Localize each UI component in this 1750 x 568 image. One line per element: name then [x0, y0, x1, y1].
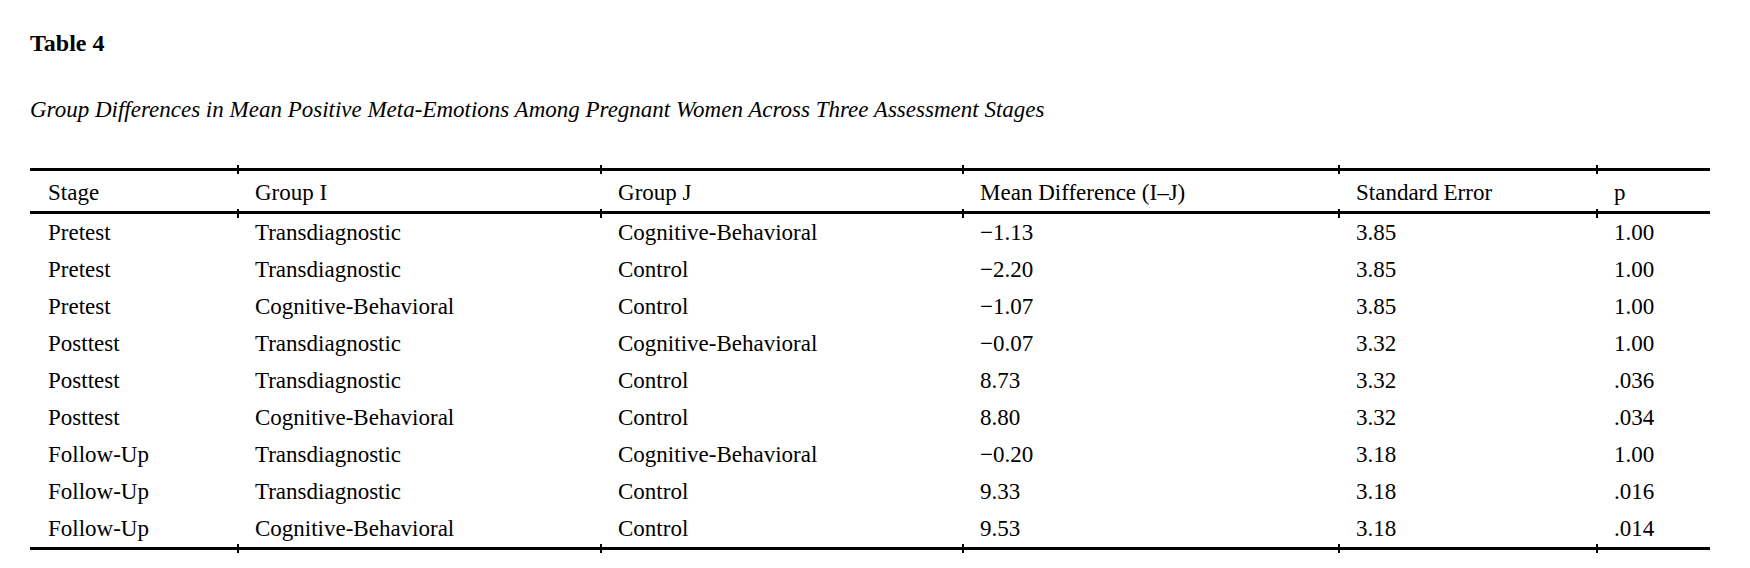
table-cell: 9.33 — [962, 473, 1338, 510]
column-header-group-i: Group I — [237, 170, 600, 213]
table-cell: Follow-Up — [30, 473, 237, 510]
table-cell: .014 — [1596, 510, 1710, 549]
table-row: Follow-UpTransdiagnosticCognitive-Behavi… — [30, 436, 1710, 473]
column-tick — [1596, 165, 1598, 174]
results-table: Stage Group I Group J Mean Difference (I… — [30, 168, 1710, 550]
table-cell: Transdiagnostic — [237, 436, 600, 473]
column-tick — [600, 165, 602, 174]
table-row: Follow-UpCognitive-BehavioralControl9.53… — [30, 510, 1710, 549]
table-cell: Control — [600, 251, 962, 288]
column-tick — [962, 544, 964, 553]
column-tick — [1596, 544, 1598, 553]
table-cell: Transdiagnostic — [237, 362, 600, 399]
column-tick — [962, 165, 964, 174]
table-cell: 1.00 — [1596, 325, 1710, 362]
table-cell: Cognitive-Behavioral — [600, 436, 962, 473]
table-cell: 3.32 — [1338, 362, 1596, 399]
table-cell: 8.80 — [962, 399, 1338, 436]
table-cell: Control — [600, 510, 962, 549]
table-cell: −1.13 — [962, 213, 1338, 252]
table-row: PretestCognitive-BehavioralControl−1.073… — [30, 288, 1710, 325]
table-row: PretestTransdiagnosticControl−2.203.851.… — [30, 251, 1710, 288]
table-header-row: Stage Group I Group J Mean Difference (I… — [30, 170, 1710, 213]
column-tick — [1338, 165, 1340, 174]
table-row: PosttestTransdiagnosticCognitive-Behavio… — [30, 325, 1710, 362]
table-cell: Posttest — [30, 399, 237, 436]
table-cell: Pretest — [30, 251, 237, 288]
table-cell: .034 — [1596, 399, 1710, 436]
table-cell: Follow-Up — [30, 510, 237, 549]
table-cell: −2.20 — [962, 251, 1338, 288]
column-tick — [1338, 544, 1340, 553]
table-cell: 3.18 — [1338, 436, 1596, 473]
column-header-group-j: Group J — [600, 170, 962, 213]
table-cell: .036 — [1596, 362, 1710, 399]
table-cell: Transdiagnostic — [237, 473, 600, 510]
column-tick — [237, 209, 239, 218]
table-cell: Pretest — [30, 213, 237, 252]
table-number: Table 4 — [30, 30, 1750, 56]
column-tick — [1596, 209, 1598, 218]
table-cell: Pretest — [30, 288, 237, 325]
table-caption: Group Differences in Mean Positive Meta-… — [30, 96, 1750, 123]
table-cell: −1.07 — [962, 288, 1338, 325]
table-cell: 1.00 — [1596, 288, 1710, 325]
table-cell: Cognitive-Behavioral — [237, 288, 600, 325]
table-cell: Cognitive-Behavioral — [237, 399, 600, 436]
table-cell: Control — [600, 473, 962, 510]
table-cell: 3.85 — [1338, 213, 1596, 252]
table-row: PretestTransdiagnosticCognitive-Behavior… — [30, 213, 1710, 252]
results-table-wrap: Stage Group I Group J Mean Difference (I… — [30, 168, 1710, 550]
column-tick — [962, 209, 964, 218]
table-cell: Transdiagnostic — [237, 251, 600, 288]
table-row: Follow-UpTransdiagnosticControl9.333.18.… — [30, 473, 1710, 510]
table-cell: 3.85 — [1338, 251, 1596, 288]
table-cell: Control — [600, 399, 962, 436]
table-cell: Cognitive-Behavioral — [600, 213, 962, 252]
table-row: PosttestTransdiagnosticControl8.733.32.0… — [30, 362, 1710, 399]
table-cell: 3.18 — [1338, 510, 1596, 549]
table-cell: Posttest — [30, 362, 237, 399]
table-cell: 9.53 — [962, 510, 1338, 549]
column-header-stage: Stage — [30, 170, 237, 213]
table-cell: 3.32 — [1338, 325, 1596, 362]
table-cell: Cognitive-Behavioral — [237, 510, 600, 549]
table-cell: Control — [600, 362, 962, 399]
table-cell: Control — [600, 288, 962, 325]
table-cell: 1.00 — [1596, 251, 1710, 288]
table-cell: −0.07 — [962, 325, 1338, 362]
column-tick — [237, 165, 239, 174]
column-header-standard-error: Standard Error — [1338, 170, 1596, 213]
table-cell: 1.00 — [1596, 213, 1710, 252]
table-row: PosttestCognitive-BehavioralControl8.803… — [30, 399, 1710, 436]
column-tick — [600, 209, 602, 218]
column-tick — [237, 544, 239, 553]
document-page: Table 4 Group Differences in Mean Positi… — [0, 30, 1750, 550]
table-cell: Follow-Up — [30, 436, 237, 473]
table-cell: Transdiagnostic — [237, 213, 600, 252]
table-cell: 8.73 — [962, 362, 1338, 399]
column-tick — [600, 544, 602, 553]
table-cell: .016 — [1596, 473, 1710, 510]
table-cell: 1.00 — [1596, 436, 1710, 473]
table-cell: 3.32 — [1338, 399, 1596, 436]
table-cell: Transdiagnostic — [237, 325, 600, 362]
column-tick — [1338, 209, 1340, 218]
table-body: PretestTransdiagnosticCognitive-Behavior… — [30, 213, 1710, 549]
column-header-mean-difference: Mean Difference (I–J) — [962, 170, 1338, 213]
table-cell: 3.85 — [1338, 288, 1596, 325]
column-header-p: p — [1596, 170, 1710, 213]
table-cell: −0.20 — [962, 436, 1338, 473]
table-cell: 3.18 — [1338, 473, 1596, 510]
table-cell: Cognitive-Behavioral — [600, 325, 962, 362]
table-cell: Posttest — [30, 325, 237, 362]
